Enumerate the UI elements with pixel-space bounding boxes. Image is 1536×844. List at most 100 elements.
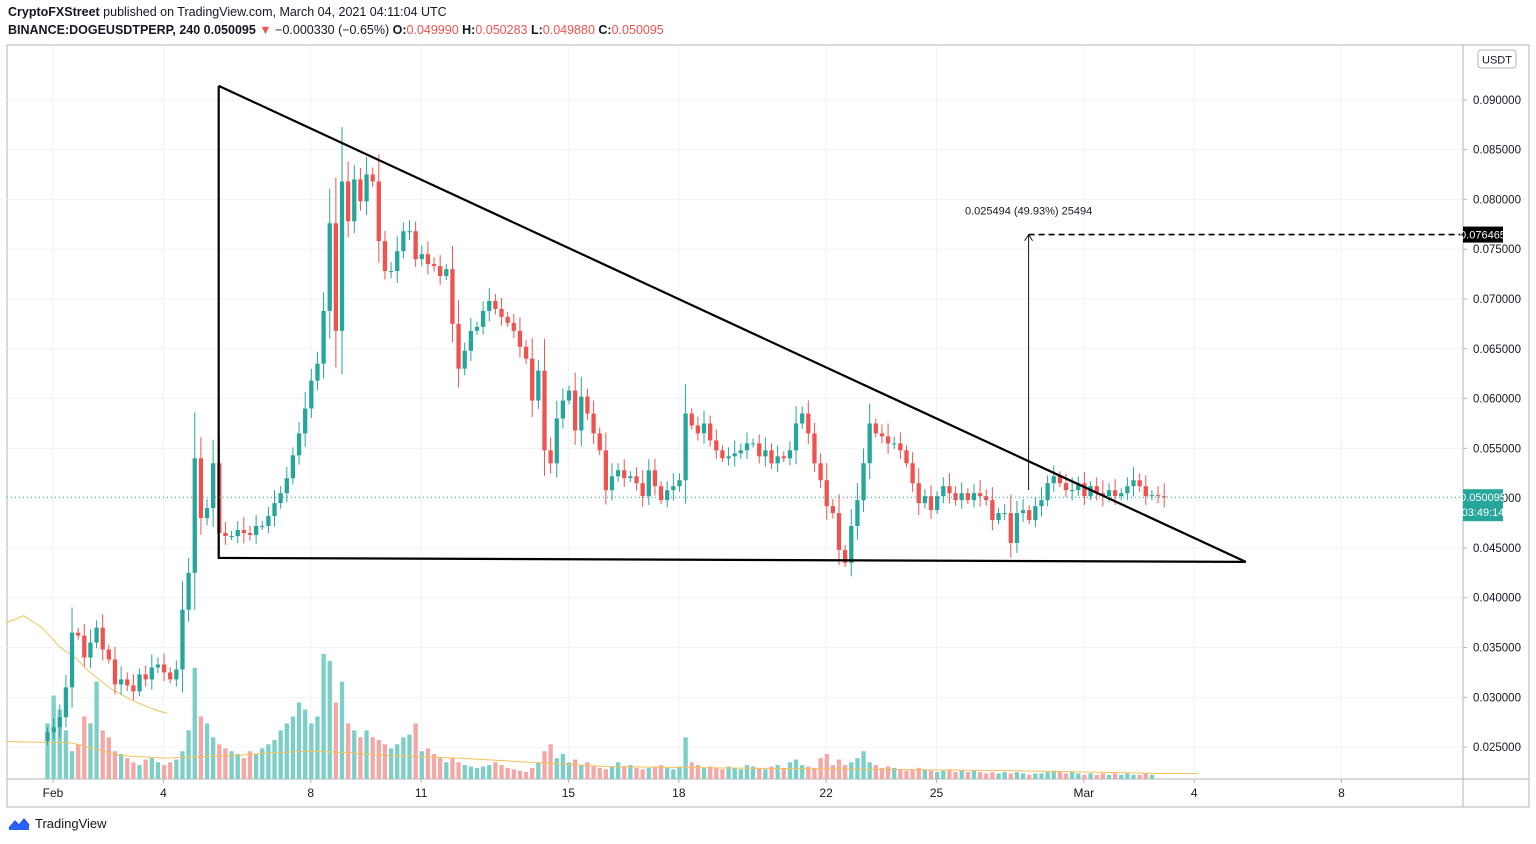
volume-bar: [168, 762, 173, 779]
candle-body: [1057, 476, 1063, 484]
volume-bar: [665, 767, 670, 779]
volume-bar: [69, 751, 75, 779]
volume-bar: [1106, 774, 1112, 779]
y-tick-label: 0.085000: [1473, 145, 1521, 157]
volume-bar: [1119, 774, 1124, 779]
volume-bar: [996, 773, 1001, 779]
candle-body: [904, 450, 909, 464]
x-tick-label: 18: [672, 786, 686, 800]
volume-bar: [830, 765, 836, 779]
volume-bar: [720, 769, 725, 779]
candle-body: [315, 363, 320, 381]
candle-body: [309, 380, 314, 409]
drawings[interactable]: 0.025494 (49.93%) 25494: [7, 84, 1463, 563]
volume-bar: [554, 758, 559, 779]
candle-body: [438, 266, 443, 277]
volume-bar: [186, 730, 191, 779]
volume-bar: [57, 709, 62, 779]
volume-bar: [1008, 773, 1013, 779]
candle-body: [585, 396, 590, 414]
volume-bar: [456, 762, 461, 779]
volume-bar: [738, 769, 743, 779]
candle-body: [511, 322, 516, 331]
volume-bar: [781, 767, 786, 779]
volume-bar: [763, 769, 768, 779]
volume-bar: [775, 765, 780, 779]
candle-body: [303, 408, 308, 434]
volume-bar: [303, 709, 308, 779]
candle-body: [278, 493, 283, 504]
volume-bar: [444, 762, 449, 779]
volume-bar: [1094, 774, 1099, 779]
price-axis[interactable]: 0.090000 0.085000 0.080000 0.075000 0.070000…: [1460, 95, 1521, 754]
candle-body: [1112, 490, 1118, 497]
volume-bar: [695, 765, 701, 779]
candle-body: [842, 549, 848, 563]
candle-body: [977, 493, 983, 497]
volume-bar: [211, 737, 216, 779]
countdown-label: 03:49:14: [1462, 507, 1505, 519]
volume-bar: [1063, 773, 1069, 779]
time-axis[interactable]: Feb 4 8 11 15 18 22 25 Mar 4 8: [43, 779, 1345, 800]
volume-bar: [885, 766, 891, 779]
volume-bar: [658, 765, 664, 779]
candle-body: [260, 526, 265, 528]
volume-bar: [793, 759, 799, 779]
x-tick-label: 25: [930, 786, 944, 800]
candle-body: [174, 669, 179, 680]
volume-bar: [1137, 774, 1142, 779]
volume-bar: [425, 748, 431, 779]
candle-body: [984, 496, 989, 501]
candle-body: [118, 679, 124, 685]
candle-body: [750, 443, 756, 445]
currency-label[interactable]: USDT: [1477, 49, 1517, 69]
volume-bar: [634, 767, 639, 779]
candle-body: [573, 390, 578, 431]
y-tick-label: 0.055000: [1473, 443, 1521, 455]
candle-body: [879, 433, 885, 437]
footer-brand[interactable]: TradingView: [8, 816, 107, 831]
volume-bar: [769, 766, 774, 779]
volume-bar: [253, 753, 259, 779]
candle-body: [566, 390, 572, 401]
y-tick-label: 0.060000: [1473, 394, 1521, 406]
triangle-pattern: [217, 84, 1247, 563]
volume-bar: [842, 765, 848, 779]
candle-body: [836, 513, 842, 550]
candle-body: [1119, 493, 1124, 497]
volume-bar: [757, 767, 762, 779]
volume-bar: [628, 765, 633, 779]
candle-body: [76, 632, 81, 636]
volume-bar: [1027, 774, 1032, 779]
volume-bar: [333, 702, 339, 779]
volume-bar: [1100, 773, 1105, 779]
candle-body: [1155, 495, 1161, 497]
volume-bar: [63, 730, 69, 779]
published-text: published on TradingView.com, March 04, …: [103, 5, 447, 19]
candle-body: [523, 346, 529, 359]
x-tick-label: Feb: [43, 786, 64, 800]
publisher-name[interactable]: CryptoFXStreet: [8, 5, 100, 19]
candle-body: [916, 483, 921, 504]
candle-body: [873, 423, 878, 434]
volume-bar: [1051, 770, 1056, 779]
volume-bar: [646, 767, 651, 779]
candle-body: [646, 470, 651, 497]
candle-body: [364, 174, 369, 202]
volume-bar: [517, 770, 523, 779]
tradingview-logo-icon: [8, 817, 30, 830]
candle-body: [1045, 483, 1050, 501]
volume-bar: [1045, 772, 1050, 779]
y-tick-label: 0.065000: [1473, 344, 1521, 356]
candle-body: [401, 231, 406, 252]
volume-bar: [812, 767, 817, 779]
candle-body: [198, 458, 204, 519]
volume-bar: [597, 767, 602, 779]
volume-bar: [204, 723, 210, 779]
candle-body: [812, 433, 817, 464]
candle-body: [1020, 510, 1026, 514]
volume-bars: [45, 653, 1155, 779]
volume-bar: [198, 716, 204, 779]
volume-bar: [1149, 774, 1155, 779]
